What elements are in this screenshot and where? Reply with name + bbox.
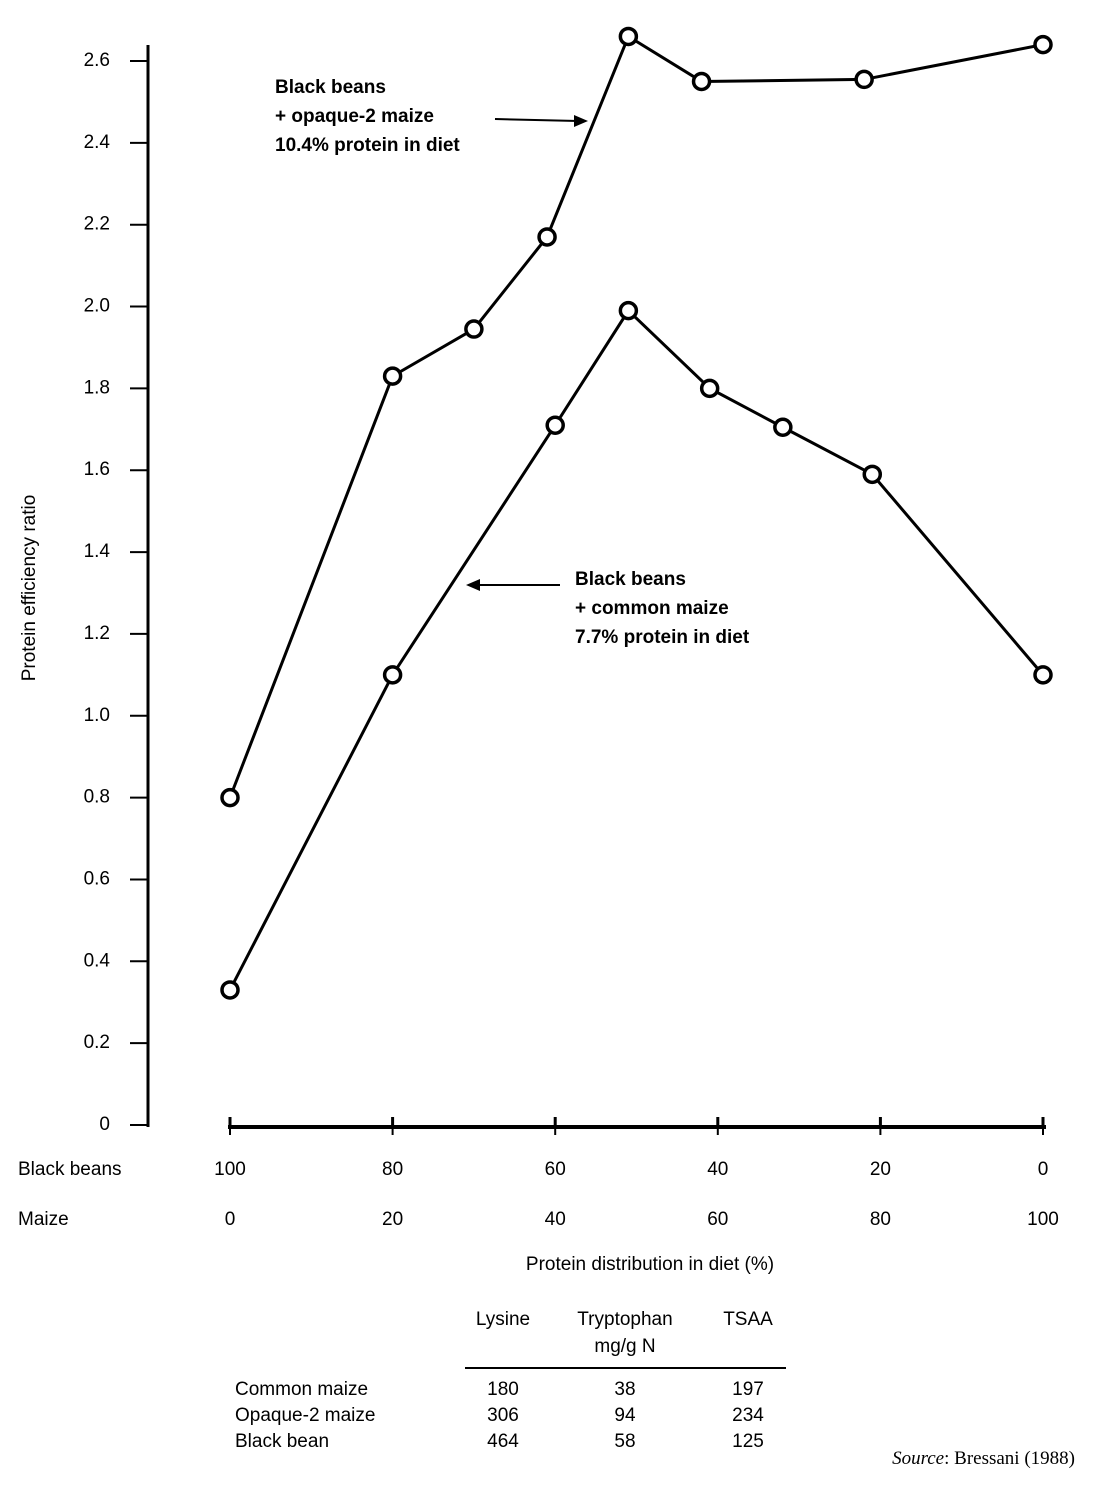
table-cell: 38 [614,1379,635,1400]
annotation: + common maize [575,598,729,619]
point [691,71,712,92]
x-tick-label: 80 [870,1209,891,1230]
y-tick-label: 2.4 [84,132,111,153]
y-tick-label: 1.2 [84,623,110,644]
y-tick-label: 1.4 [84,541,111,562]
source: Source: Bressani (1988) [892,1448,1075,1469]
source-text: : Bressani (1988) [944,1448,1075,1469]
source-label: Source [892,1448,944,1469]
y-axis-title: Protein efficiency ratio [19,495,40,682]
annotation: 7.7% protein in diet [575,627,750,648]
x2-tick-label: 100 [214,1159,246,1180]
annotation: Black beans [575,569,686,590]
y-tick-label: 2.6 [84,50,110,71]
y-tick-label: 1.6 [84,459,110,480]
x-axis-title: Protein distribution in diet (%) [526,1254,774,1275]
x-tick-label: 60 [707,1209,728,1230]
row-label: Opaque-2 maize [235,1405,375,1426]
y-tick-label: 0.2 [84,1032,110,1053]
table-header: Lysine [476,1309,530,1330]
x2-tick-label: 80 [382,1159,403,1180]
table-unit: mg/g N [594,1336,655,1357]
table-cell: 197 [732,1379,764,1400]
series-line [228,308,1045,991]
table-cell: 306 [487,1405,519,1426]
y-tick-label: 0.6 [84,868,110,889]
y-tick-label: 2.2 [84,214,110,235]
table-cell: 58 [614,1431,635,1452]
x2-tick-label: 40 [707,1159,728,1180]
point [1033,34,1053,55]
x-tick-label: 40 [545,1209,566,1230]
table-cell: 180 [487,1379,519,1400]
x-row-label: Maize [18,1209,69,1230]
point [862,464,883,485]
arrow-head [574,115,588,127]
table-cell: 464 [487,1431,519,1452]
x2-tick-label: 20 [870,1159,891,1180]
arrow [494,118,579,122]
point [1033,665,1053,685]
x2-tick-label: 0 [1038,1159,1049,1180]
x-tick-label: 100 [1027,1209,1059,1230]
x-tick-label: 0 [225,1209,236,1230]
row-label: Black bean [235,1431,329,1452]
y-tick-label: 2.0 [84,296,110,317]
annotation: + opaque-2 maize [275,106,434,127]
point [618,26,639,47]
y-tick-label: 1.0 [84,705,110,726]
point [382,366,403,386]
table-header: TSAA [723,1309,773,1330]
annotation: Black beans [275,77,386,98]
x2-row-label: Black beans [18,1159,122,1180]
point [220,980,240,1000]
point [545,415,565,435]
table-cell: 125 [732,1431,764,1452]
y-tick-label: 0.4 [84,950,111,971]
point [464,319,484,339]
series-line [228,34,1044,799]
table-cell: 94 [614,1405,636,1426]
table-header: Tryptophan [577,1309,672,1330]
point [699,378,720,399]
point [537,227,557,247]
point [220,787,240,808]
point [773,417,793,438]
y-tick-label: 0 [99,1114,110,1135]
point [854,69,874,90]
arrow-head [466,579,480,591]
point [382,665,403,685]
y-tick-label: 0.8 [84,787,110,808]
x-tick-label: 20 [382,1209,403,1230]
annotation: 10.4% protein in diet [275,135,460,156]
table-cell: 234 [732,1405,764,1426]
y-tick-label: 1.8 [84,377,110,398]
point [618,300,639,321]
row-label: Common maize [235,1379,368,1400]
x2-tick-label: 60 [545,1159,566,1180]
